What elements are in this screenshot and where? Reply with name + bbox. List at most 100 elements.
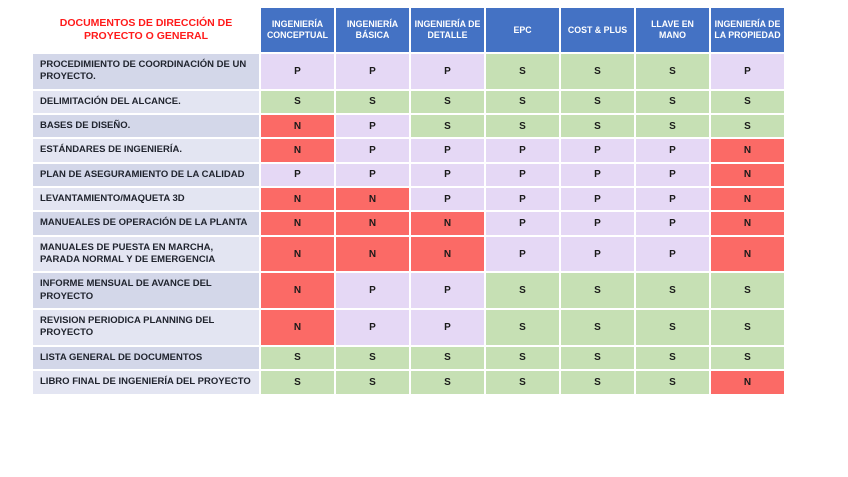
value-cell: N	[336, 212, 409, 235]
value-cell: P	[636, 188, 709, 211]
value-cell: P	[486, 212, 559, 235]
table-title: DOCUMENTOS DE DIRECCIÓN DE PROYECTO O GE…	[33, 8, 259, 52]
table-row: PLAN DE ASEGURAMIENTO DE LA CALIDAD P P P P P…	[33, 163, 784, 187]
value-cell: P	[636, 236, 709, 272]
row-label-cell: DELIMITACIÓN DEL ALCANCE.	[33, 90, 259, 114]
row-label-cell: BASES DE DISEÑO.	[33, 115, 259, 138]
value-cell: P	[486, 163, 559, 187]
value-cell: S	[336, 346, 409, 370]
value-cell: S	[561, 54, 634, 89]
value-cell: N	[261, 115, 334, 138]
value-cell: S	[261, 90, 334, 114]
value-cell: S	[336, 371, 409, 394]
value-cell: N	[711, 371, 784, 394]
value-cell: P	[636, 212, 709, 235]
value-cell: S	[711, 90, 784, 114]
table-row: LEVANTAMIENTO/MAQUETA 3D N N P P P P N	[33, 188, 784, 211]
matrix-header: DOCUMENTOS DE DIRECCIÓN DE PROYECTO O GE…	[33, 8, 784, 52]
value-cell: S	[561, 371, 634, 394]
value-cell: P	[411, 54, 484, 89]
value-cell: S	[411, 90, 484, 114]
value-cell: S	[636, 273, 709, 309]
value-cell: P	[336, 163, 409, 187]
value-cell: S	[486, 90, 559, 114]
row-label-cell: INFORME MENSUAL DE AVANCE DEL PROYECTO	[33, 273, 259, 309]
value-cell: P	[486, 188, 559, 211]
value-cell: S	[711, 115, 784, 138]
row-label-cell: LISTA GENERAL DE DOCUMENTOS	[33, 346, 259, 370]
value-cell: S	[561, 310, 634, 345]
table-row: LISTA GENERAL DE DOCUMENTOS S S S S S S S	[33, 346, 784, 370]
value-cell: N	[411, 236, 484, 272]
value-cell: S	[411, 346, 484, 370]
table-row: ESTÁNDARES DE INGENIERÍA. N P P P P P N	[33, 139, 784, 162]
value-cell: P	[561, 236, 634, 272]
value-cell: S	[486, 371, 559, 394]
table-row: INFORME MENSUAL DE AVANCE DEL PROYECTO N P…	[33, 273, 784, 309]
row-label-cell: LEVANTAMIENTO/MAQUETA 3D	[33, 188, 259, 211]
value-cell: N	[261, 236, 334, 272]
value-cell: N	[711, 212, 784, 235]
table-row: REVISION PERIODICA PLANNING DEL PROYECTO…	[33, 310, 784, 345]
value-cell: P	[336, 115, 409, 138]
value-cell: S	[486, 346, 559, 370]
value-cell: N	[711, 139, 784, 162]
table-row: LIBRO FINAL DE INGENIERÍA DEL PROYECTO S S…	[33, 371, 784, 394]
column-header-cell: INGENIERÍA DE DETALLE	[411, 8, 484, 52]
value-cell: N	[711, 163, 784, 187]
value-cell: N	[336, 188, 409, 211]
value-cell: P	[411, 163, 484, 187]
value-cell: S	[636, 310, 709, 345]
value-cell: S	[636, 90, 709, 114]
value-cell: N	[261, 212, 334, 235]
column-header-cell: LLAVE EN MANO	[636, 8, 709, 52]
value-cell: P	[561, 139, 634, 162]
column-header-cell: COST & PLUS	[561, 8, 634, 52]
table-row: MANUALES DE PUESTA EN MARCHA, PARADA NOR…	[33, 236, 784, 272]
value-cell: S	[636, 346, 709, 370]
row-label-cell: MANUALES DE PUESTA EN MARCHA, PARADA NOR…	[33, 236, 259, 272]
value-cell: P	[486, 236, 559, 272]
value-cell: N	[261, 139, 334, 162]
matrix-body: PROCEDIMIENTO DE COORDINACIÓN DE UN PROY…	[33, 54, 784, 394]
value-cell: P	[261, 54, 334, 89]
value-cell: S	[486, 54, 559, 89]
value-cell: S	[711, 273, 784, 309]
value-cell: N	[261, 188, 334, 211]
value-cell: P	[336, 310, 409, 345]
value-cell: P	[411, 139, 484, 162]
value-cell: S	[486, 115, 559, 138]
document-responsibility-matrix: DOCUMENTOS DE DIRECCIÓN DE PROYECTO O GE…	[31, 6, 786, 396]
value-cell: P	[636, 163, 709, 187]
table-row: BASES DE DISEÑO. N P S S S S S	[33, 115, 784, 138]
value-cell: P	[711, 54, 784, 89]
value-cell: N	[336, 236, 409, 272]
value-cell: P	[561, 188, 634, 211]
value-cell: S	[561, 346, 634, 370]
value-cell: S	[261, 346, 334, 370]
value-cell: P	[636, 139, 709, 162]
value-cell: S	[636, 371, 709, 394]
row-label-cell: ESTÁNDARES DE INGENIERÍA.	[33, 139, 259, 162]
value-cell: N	[711, 188, 784, 211]
column-header-cell: EPC	[486, 8, 559, 52]
value-cell: S	[561, 273, 634, 309]
row-label-cell: REVISION PERIODICA PLANNING DEL PROYECTO	[33, 310, 259, 345]
value-cell: N	[711, 236, 784, 272]
value-cell: P	[561, 163, 634, 187]
value-cell: S	[561, 90, 634, 114]
value-cell: S	[411, 115, 484, 138]
value-cell: S	[636, 54, 709, 89]
column-header-cell: INGENIERÍA DE LA PROPIEDAD	[711, 8, 784, 52]
value-cell: S	[561, 115, 634, 138]
column-header-cell: INGENIERÍA BÁSICA	[336, 8, 409, 52]
value-cell: P	[261, 163, 334, 187]
value-cell: S	[411, 371, 484, 394]
value-cell: N	[411, 212, 484, 235]
value-cell: S	[486, 273, 559, 309]
value-cell: S	[636, 115, 709, 138]
value-cell: S	[261, 371, 334, 394]
value-cell: P	[411, 273, 484, 309]
row-label-cell: PLAN DE ASEGURAMIENTO DE LA CALIDAD	[33, 163, 259, 187]
